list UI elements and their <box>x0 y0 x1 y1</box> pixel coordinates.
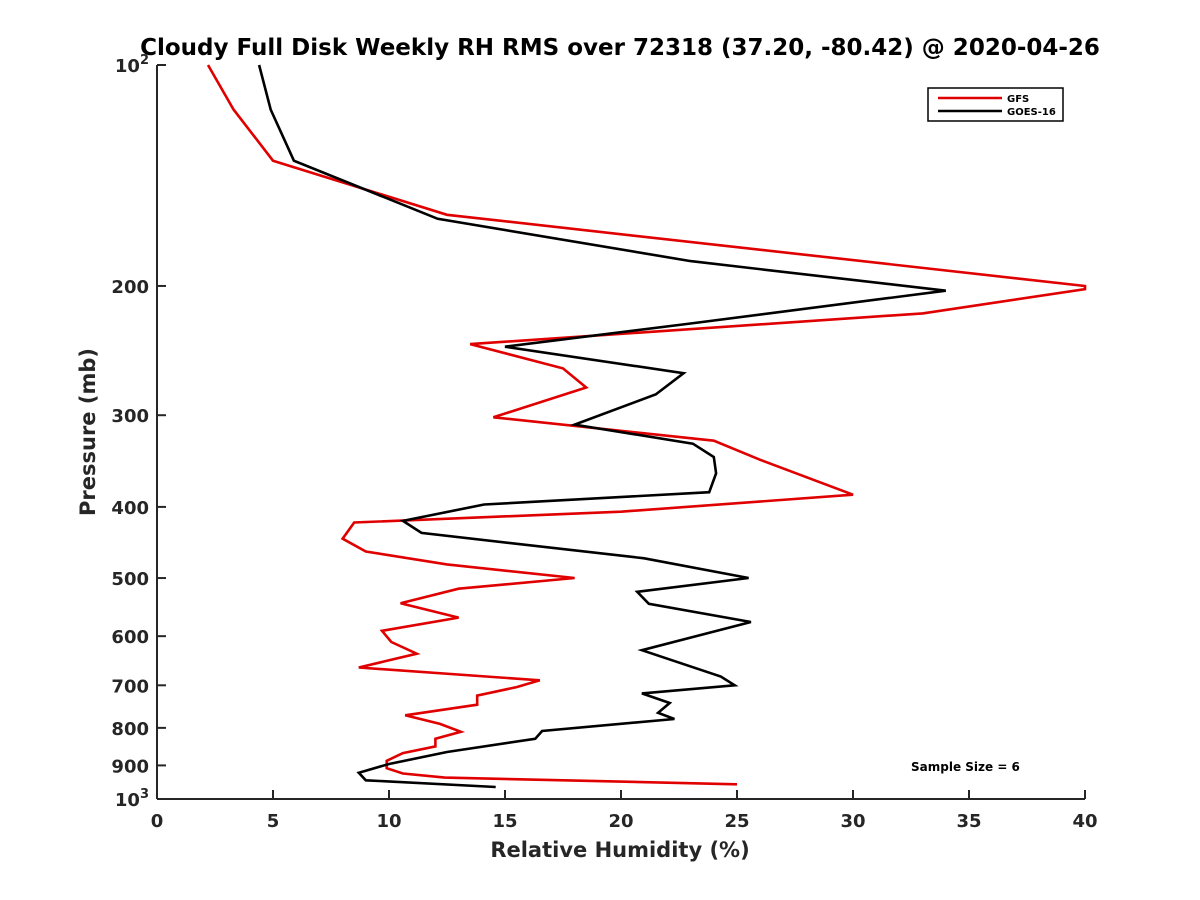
chart-title: Cloudy Full Disk Weekly RH RMS over 7231… <box>140 35 1100 61</box>
y-tick-label: 600 <box>111 627 149 648</box>
sample-size-annotation: Sample Size = 6 <box>911 760 1020 774</box>
y-tick-label: 900 <box>111 756 149 777</box>
y-tick-label: 103 <box>115 787 149 811</box>
x-tick-label: 5 <box>267 811 280 832</box>
y-tick-label: 400 <box>111 498 149 519</box>
y-tick-label: 800 <box>111 719 149 740</box>
legend-label-goes-16: GOES-16 <box>1007 107 1056 118</box>
x-tick-label: 15 <box>492 811 517 832</box>
legend-label-gfs: GFS <box>1007 94 1029 105</box>
y-tick-label: 700 <box>111 676 149 697</box>
y-tick-base: 10 <box>115 56 140 77</box>
x-tick-label: 30 <box>840 811 865 832</box>
legend: GFS GOES-16 <box>927 87 1064 122</box>
y-tick-base: 10 <box>115 790 140 811</box>
y-tick-label: 200 <box>111 277 149 298</box>
x-tick-label: 10 <box>376 811 401 832</box>
x-tick-label: 40 <box>1072 811 1097 832</box>
series-line-goes-16 <box>257 64 946 789</box>
y-tick-exponent: 2 <box>140 53 149 68</box>
y-tick-label: 102 <box>115 53 149 77</box>
x-tick-label: 25 <box>724 811 749 832</box>
y-tick-label: 500 <box>111 569 149 590</box>
x-tick-label: 0 <box>151 811 164 832</box>
y-axis-label: Pressure (mb) <box>76 348 100 516</box>
y-tick-label: 300 <box>111 406 149 427</box>
series-line-gfs <box>206 64 1087 786</box>
x-tick-label: 20 <box>608 811 633 832</box>
legend-box <box>927 87 1064 122</box>
x-tick-label: 35 <box>956 811 981 832</box>
y-tick-exponent: 3 <box>140 787 149 802</box>
x-axis-label: Relative Humidity (%) <box>490 838 749 862</box>
